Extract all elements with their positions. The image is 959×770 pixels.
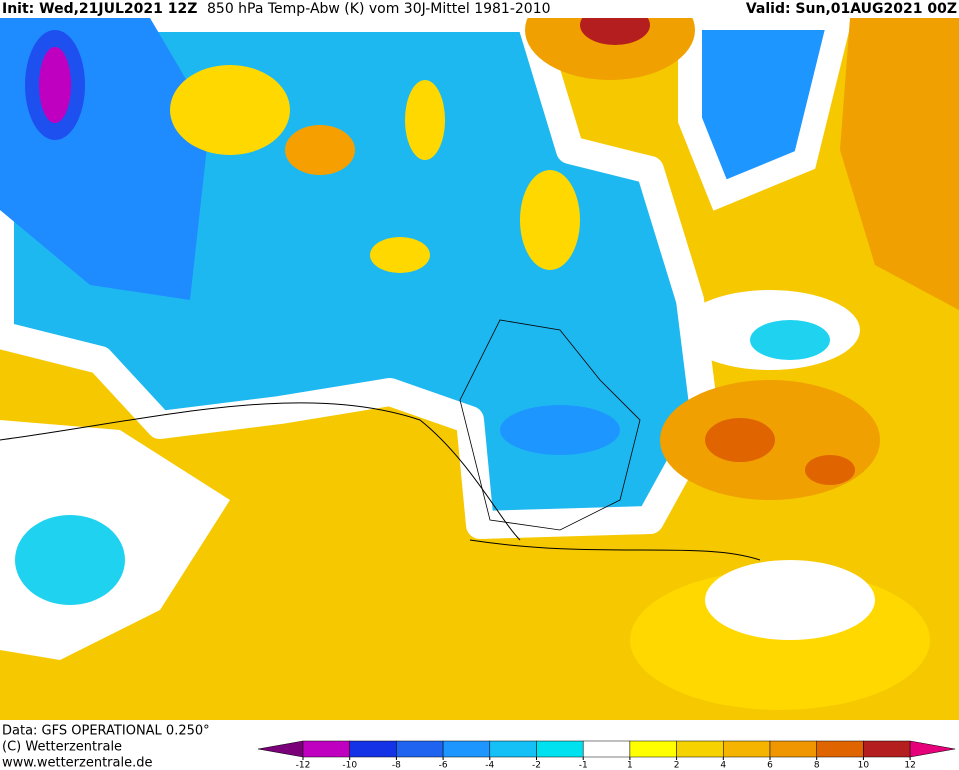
field — [500, 405, 620, 455]
header-bar — [0, 0, 959, 18]
colorbar-end — [909, 740, 956, 758]
field — [170, 65, 290, 155]
colorbar-tick-label: 6 — [767, 761, 773, 770]
colorbar-tick-label: 4 — [720, 761, 726, 770]
colorbar-segment — [349, 740, 397, 758]
data-source: Data: GFS OPERATIONAL 0.250° — [2, 724, 210, 739]
field — [840, 18, 959, 310]
colorbar-segment — [442, 740, 491, 758]
colorbar-tick-label: -2 — [532, 761, 541, 770]
colorbar-tick-label: -10 — [342, 761, 357, 770]
colorbar-segment — [302, 740, 350, 758]
colorbar-segment — [816, 740, 864, 758]
colorbar-tick-label: 2 — [674, 761, 680, 770]
field — [370, 237, 430, 273]
colorbar-segment — [629, 740, 677, 758]
field — [750, 320, 830, 360]
colorbar-segment — [536, 740, 584, 758]
colorbar-tick-label: -8 — [392, 761, 401, 770]
field — [285, 125, 355, 175]
contour — [0, 402, 761, 561]
colorbar-segment — [582, 740, 631, 758]
colorbar-tick-label: -1 — [579, 761, 588, 770]
colorbar-tick-label: -6 — [439, 761, 448, 770]
map — [0, 0, 959, 720]
init-time: Init: Wed,21JUL2021 12Z — [2, 1, 197, 17]
colorbar-tick-label: 8 — [814, 761, 820, 770]
colorbar-tick-label: 1 — [627, 761, 633, 770]
colorbar-end — [257, 740, 304, 758]
map-title: 850 hPa Temp-Abw (K) vom 30J-Mittel 1981… — [207, 1, 551, 17]
valid-time: Valid: Sun,01AUG2021 00Z — [746, 1, 957, 17]
field — [520, 170, 580, 270]
coastline — [459, 319, 641, 531]
field — [15, 515, 125, 605]
colorbar-tick-label: 12 — [904, 761, 915, 770]
colorbar-segment — [863, 740, 911, 758]
colorbar-segment — [723, 740, 771, 758]
field — [405, 80, 445, 160]
colorbar-tick-label: -4 — [485, 761, 494, 770]
field — [705, 418, 775, 462]
copyright: (C) Wetterzentrale — [2, 740, 122, 755]
colorbar-segment — [676, 740, 724, 758]
field — [805, 455, 855, 485]
field — [705, 560, 875, 640]
colorbar: -12 -10 -8 -6 -4 -2 -1 1 2 4 6 8 10 12 — [257, 740, 956, 770]
colorbar-segment — [396, 740, 444, 758]
colorbar-segment — [489, 740, 537, 758]
website: www.wetterzentrale.de — [2, 756, 152, 770]
colorbar-tick-label: -12 — [296, 761, 311, 770]
colorbar-tick-label: 10 — [858, 761, 870, 770]
colorbar-segment — [769, 740, 817, 758]
field — [39, 47, 71, 123]
